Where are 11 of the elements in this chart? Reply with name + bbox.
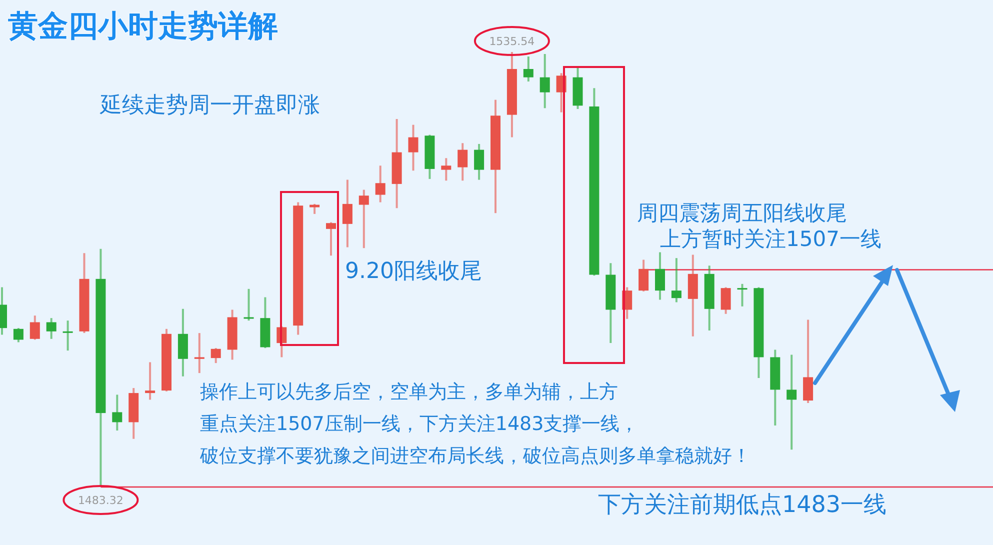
annotation: 操作上可以先多后空，空单为主，多单为辅，上方: [200, 381, 618, 403]
annotation: 延续走势周一开盘即涨: [100, 93, 320, 118]
annotation: 下方关注前期低点1483一线: [598, 492, 887, 518]
annotation: 重点关注1507压制一线，下方关注1483支撑一线，: [200, 413, 639, 435]
annotation: 破位支撑不要犹豫之间进空布局长线，破位高点则多单拿稳就好！: [200, 445, 751, 467]
annotation: 9.20阳线收尾: [345, 259, 482, 284]
annotation: 周四震荡周五阳线收尾: [637, 201, 847, 225]
annotation: 1535.54: [489, 35, 535, 48]
annotation: 1483.32: [78, 494, 124, 507]
title: 黄金四小时走势详解: [8, 9, 278, 44]
annotation: 上方暂时关注1507一线: [660, 227, 882, 251]
